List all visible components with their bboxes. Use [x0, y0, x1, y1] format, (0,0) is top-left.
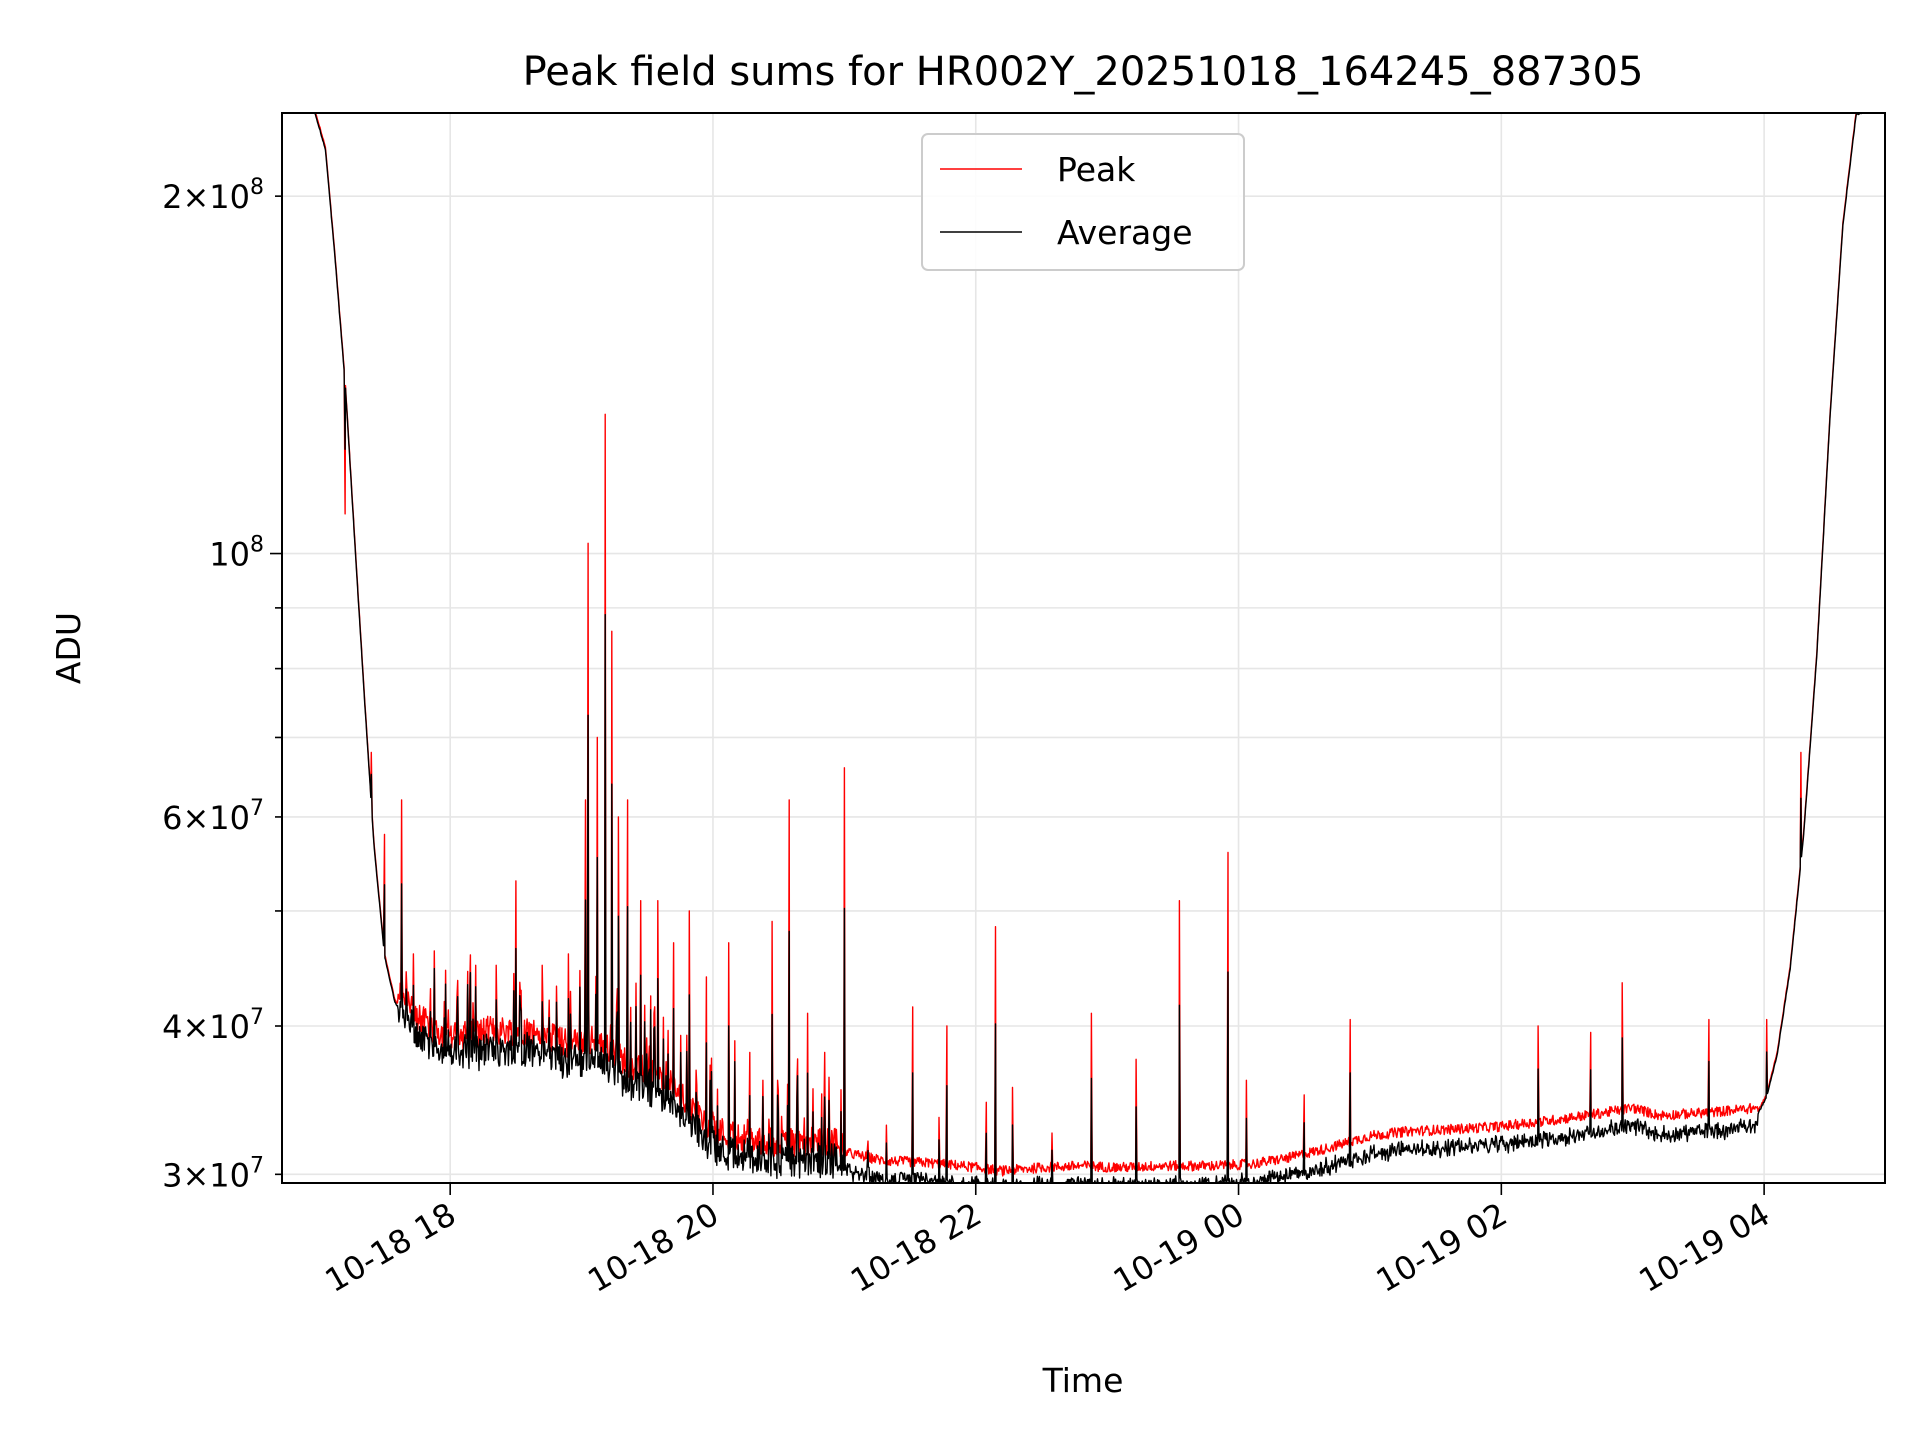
plot-area — [313, 113, 1863, 1183]
series-peak-line — [314, 113, 1857, 1177]
legend: Peak Average — [921, 133, 1245, 271]
legend-box — [921, 133, 1245, 271]
series-average-line — [313, 113, 1863, 1183]
legend-average-label: Average — [1057, 213, 1193, 252]
legend-peak-label: Peak — [1057, 150, 1136, 189]
y-tick-label: 2×108 — [162, 175, 264, 216]
y-axis-label: ADU — [49, 612, 88, 684]
x-axis-label: Time — [1042, 1361, 1124, 1400]
y-tick-label: 4×107 — [162, 1005, 264, 1046]
y-tick-label: 6×107 — [162, 796, 264, 837]
y-tick-label: 3×107 — [162, 1153, 264, 1194]
chart-title: Peak field sums for HR002Y_20251018_1642… — [523, 49, 1644, 95]
plot-frame — [281, 112, 1886, 1184]
